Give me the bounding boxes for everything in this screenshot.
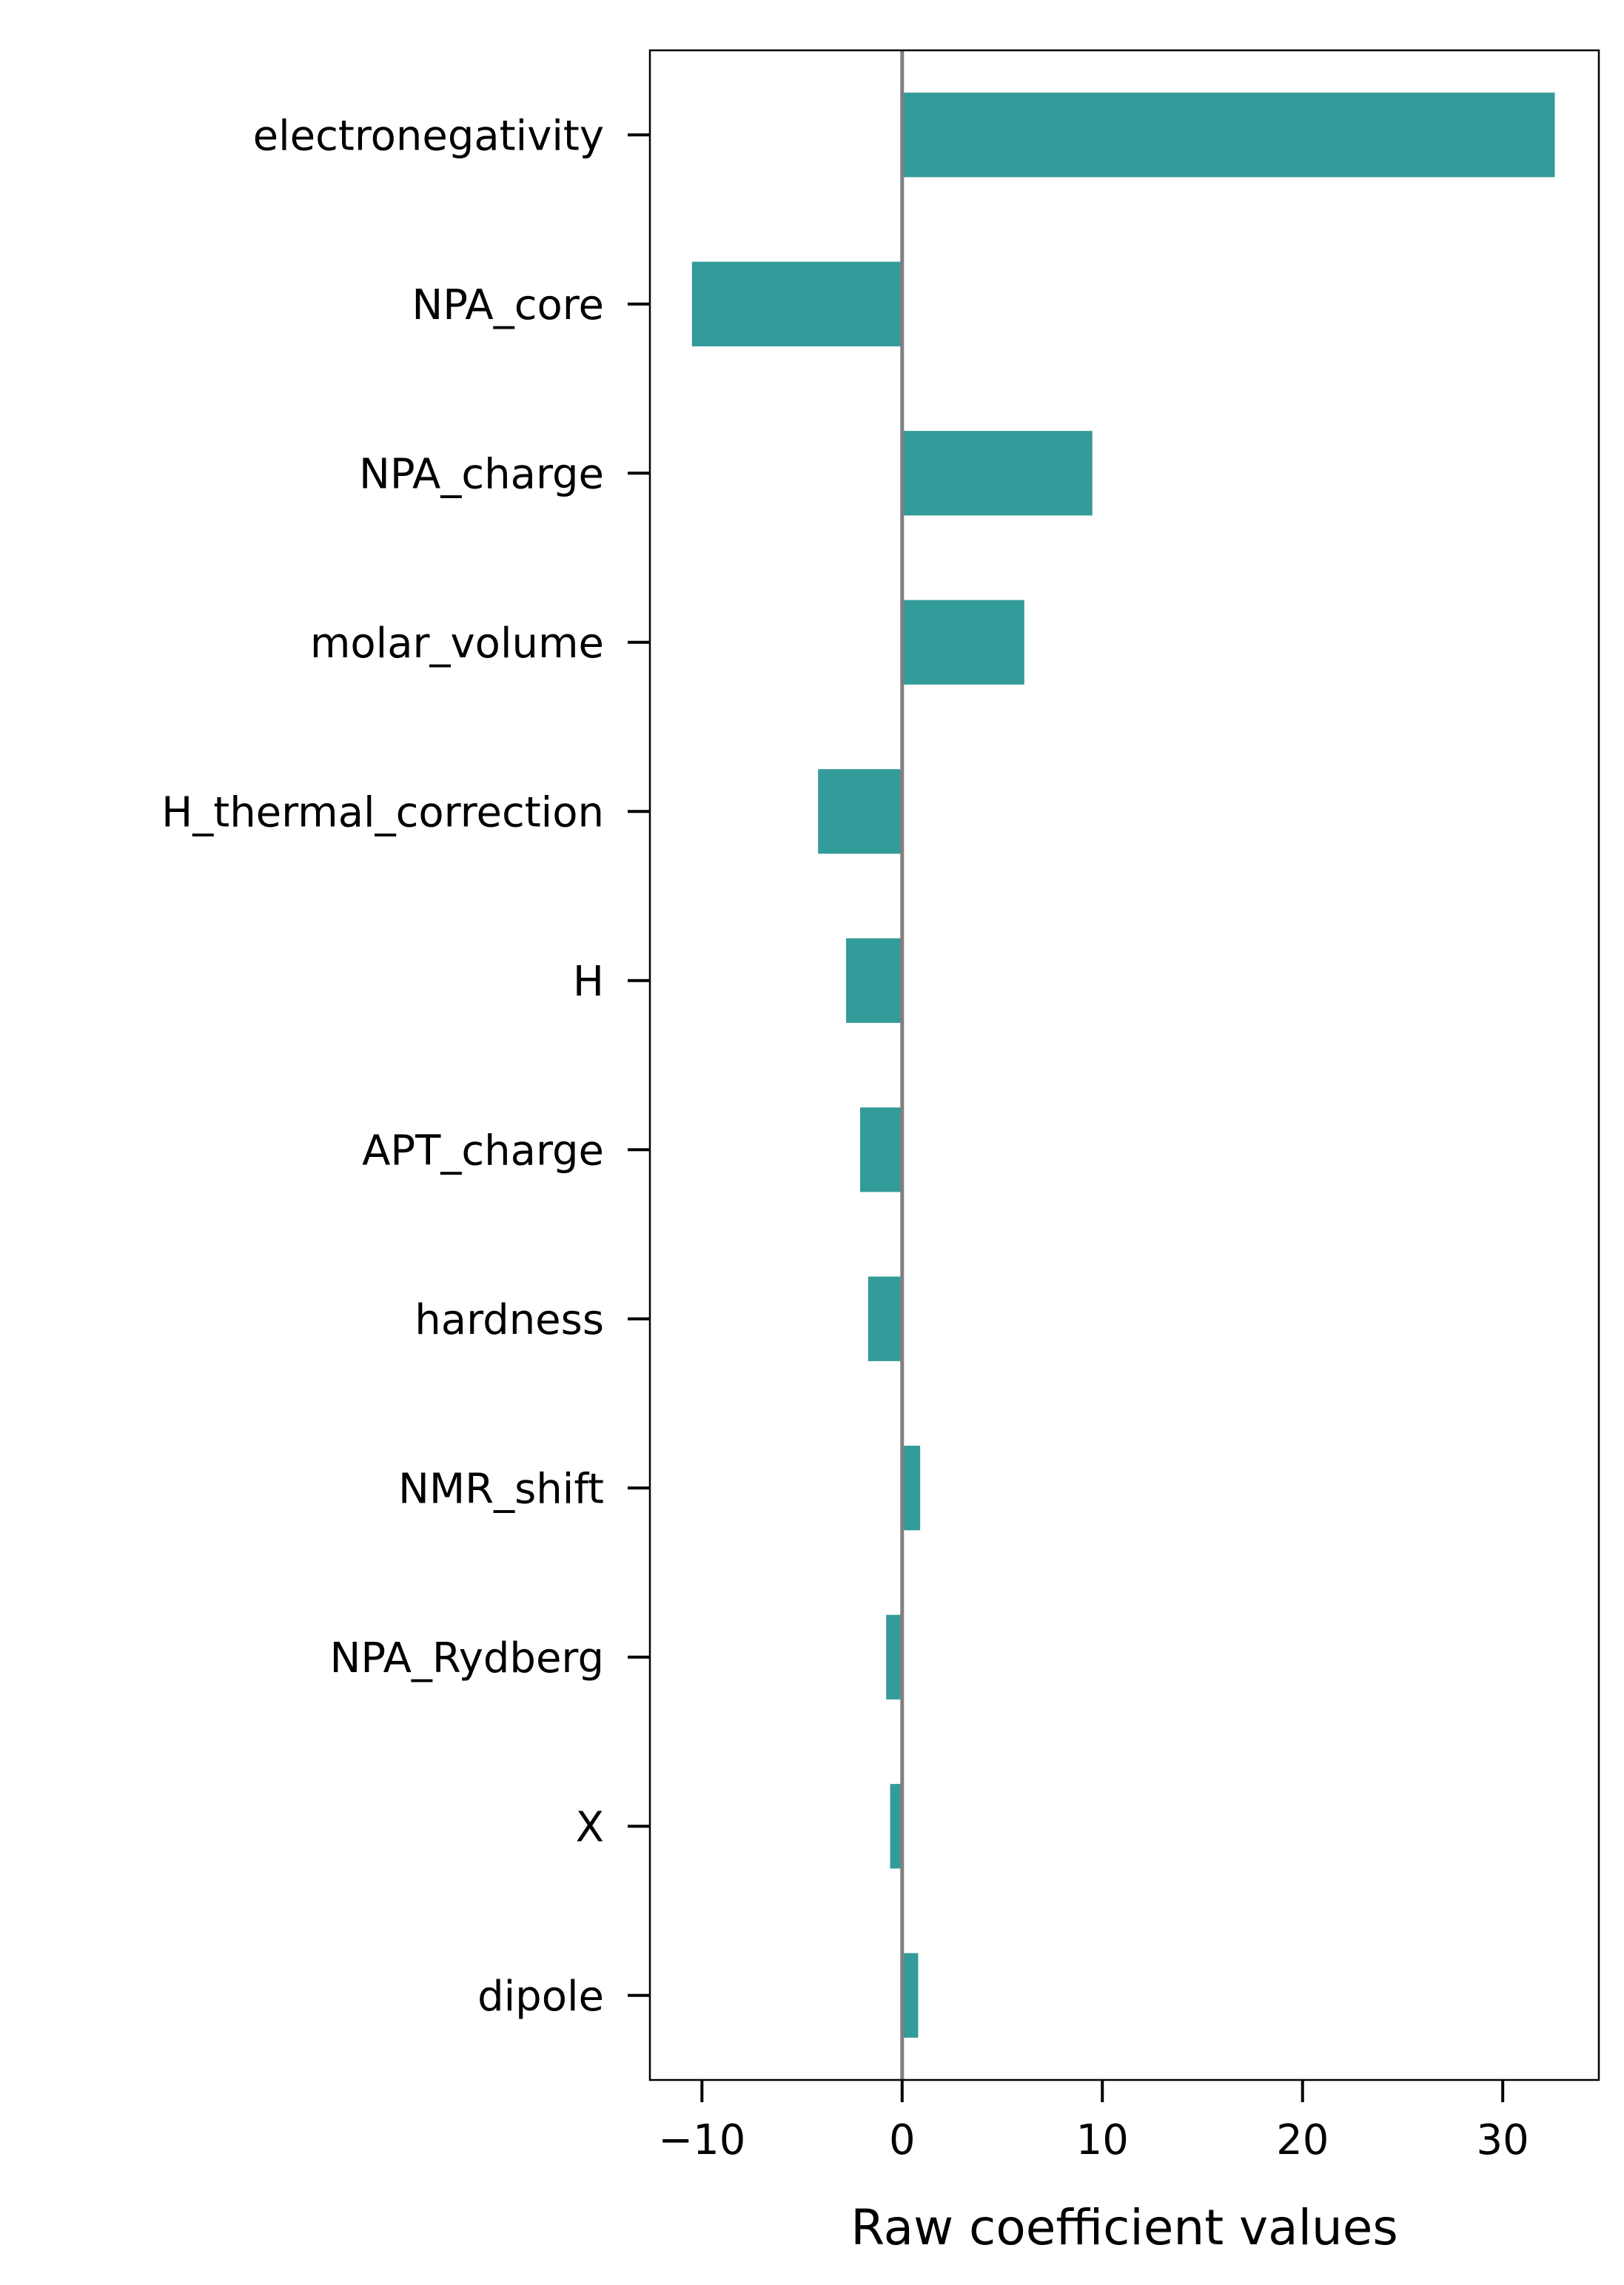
x-axis-ticks: −10 0 10 20 30 [658, 2080, 1529, 2164]
x-tick-label: 20 [1276, 2116, 1329, 2164]
y-tick-label: NPA_charge [359, 450, 604, 498]
y-tick-label: X [576, 1803, 604, 1851]
y-tick-label: H_thermal_correction [161, 788, 604, 836]
x-tick-label: 0 [889, 2116, 916, 2164]
bar-nmr-shift [902, 1446, 921, 1531]
bar-h [846, 938, 902, 1023]
bar-npa-core [691, 261, 902, 346]
x-tick-label: −10 [658, 2116, 745, 2164]
y-tick-label: molar_volume [310, 620, 604, 668]
plot-frame-layer [648, 49, 1600, 2081]
y-tick-label: APT_charge [362, 1127, 604, 1175]
bar-electronegativity [902, 93, 1555, 178]
y-axis-ticks: electronegativity NPA_core NPA_chargemolar… [161, 112, 650, 2021]
y-tick-label: electronegativity [253, 112, 604, 160]
y-tick-label: NPA_core [412, 281, 604, 329]
bar-npa-charge [902, 431, 1093, 516]
y-tick-label: NMR_shift [398, 1465, 604, 1513]
bar-hardness [868, 1276, 902, 1361]
bar-molar-volume [902, 600, 1024, 685]
y-tick-label: dipole [477, 1973, 604, 2021]
bar-x [890, 1784, 902, 1869]
x-tick-label: 30 [1477, 2116, 1529, 2164]
bar-npa-rydberg [886, 1614, 902, 1700]
x-tick-label: 10 [1076, 2116, 1129, 2164]
bar-apt-charge [859, 1107, 902, 1192]
bars-layer [691, 93, 1555, 2038]
y-tick-label: NPA_Rydberg [329, 1634, 604, 1682]
bar-dipole [902, 1953, 919, 2038]
plot-frame [648, 49, 1600, 2081]
x-axis-label: Raw coefficient values [850, 2199, 1397, 2256]
bar-h-thermal-correction [818, 769, 902, 854]
y-tick-label: hardness [415, 1296, 604, 1344]
y-tick-label: H [573, 958, 604, 1006]
